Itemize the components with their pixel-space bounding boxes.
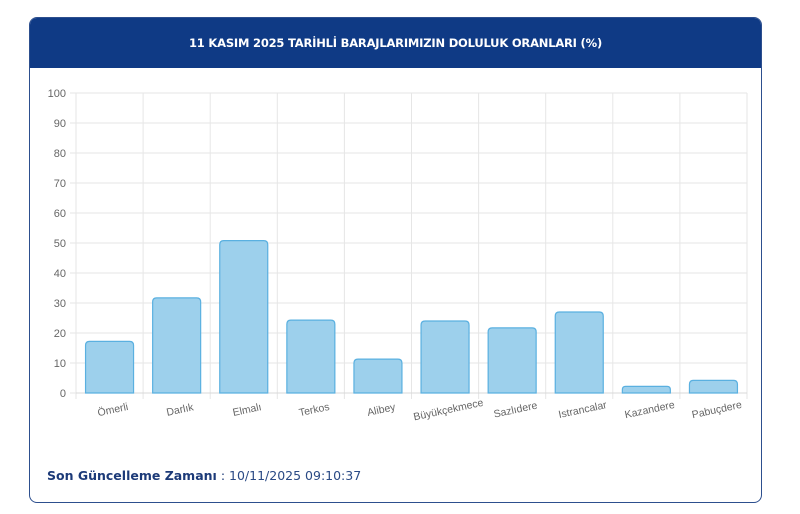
y-tick-label: 100 bbox=[48, 88, 66, 100]
bar-darlık[interactable]: Darlık: 31.7 bbox=[152, 297, 202, 394]
x-tick-label: Ömerli bbox=[97, 401, 130, 419]
chart-title: 11 KASIM 2025 TARİHLİ BARAJLARIMIZIN DOL… bbox=[189, 36, 602, 50]
y-tick-label: 20 bbox=[54, 328, 66, 340]
last-update-label: Son Güncelleme Zamanı bbox=[47, 468, 217, 483]
bar-chart: 0 10 20 30 40 50 60 70 80 90 100 Ömerli: 17.2 Ömerli… bbox=[30, 68, 761, 468]
x-tick-label: Istrancalar bbox=[557, 399, 608, 421]
y-tick-label: 0 bbox=[60, 388, 66, 400]
y-tick-label: 60 bbox=[54, 208, 66, 220]
bar-alibey[interactable]: Alibey: 11.3 bbox=[353, 358, 403, 394]
bar-kazandere[interactable]: Kazandere: 2.2 bbox=[621, 385, 671, 394]
x-tick-label: Terkos bbox=[298, 401, 331, 419]
bar-istrancalar[interactable]: Istrancalar: 27 bbox=[554, 311, 604, 394]
x-tick-label: Elmalı bbox=[232, 401, 263, 419]
x-tick-label: Kazandere bbox=[624, 399, 676, 421]
y-tick-label: 40 bbox=[54, 268, 66, 280]
x-tick-label: Darlık bbox=[165, 401, 195, 419]
chart-canvas: 0 10 20 30 40 50 60 70 80 90 100 Ömerli: 17.2 Ömerli… bbox=[48, 88, 748, 424]
bar-ömerli[interactable]: Ömerli: 17.2 bbox=[84, 340, 135, 394]
x-tick-label: Sazlıdere bbox=[493, 400, 539, 421]
bar-pabuçdere[interactable]: Pabuçdere: 4.2 bbox=[688, 379, 739, 394]
last-update-value: 10/11/2025 09:10:37 bbox=[229, 468, 362, 483]
last-update-separator: : bbox=[216, 468, 230, 483]
bar-sazlıdere[interactable]: Sazlıdere: 21.7 bbox=[487, 327, 537, 394]
y-tick-label: 80 bbox=[54, 148, 66, 160]
x-tick-label: Büyükçekmece bbox=[412, 397, 484, 424]
last-update: Son Güncelleme Zamanı : 10/11/2025 09:10… bbox=[47, 468, 361, 483]
y-tick-label: 30 bbox=[54, 298, 66, 310]
y-tick-label: 50 bbox=[54, 238, 66, 250]
y-tick-label: 70 bbox=[54, 178, 66, 190]
card-header: 11 KASIM 2025 TARİHLİ BARAJLARIMIZIN DOL… bbox=[30, 18, 761, 68]
dam-levels-card: 11 KASIM 2025 TARİHLİ BARAJLARIMIZIN DOL… bbox=[29, 17, 762, 503]
y-tick-label: 90 bbox=[54, 118, 66, 130]
bar-terkos[interactable]: Terkos: 24.3 bbox=[286, 319, 336, 394]
x-tick-label: Alibey bbox=[366, 401, 397, 419]
y-tick-label: 10 bbox=[54, 358, 66, 370]
bar-elmalı[interactable]: Elmalı: 50.8 bbox=[219, 240, 269, 394]
bar-büyükçekmece[interactable]: Büyükçekmece: 24 bbox=[420, 320, 470, 394]
x-tick-label: Pabuçdere bbox=[691, 399, 743, 421]
